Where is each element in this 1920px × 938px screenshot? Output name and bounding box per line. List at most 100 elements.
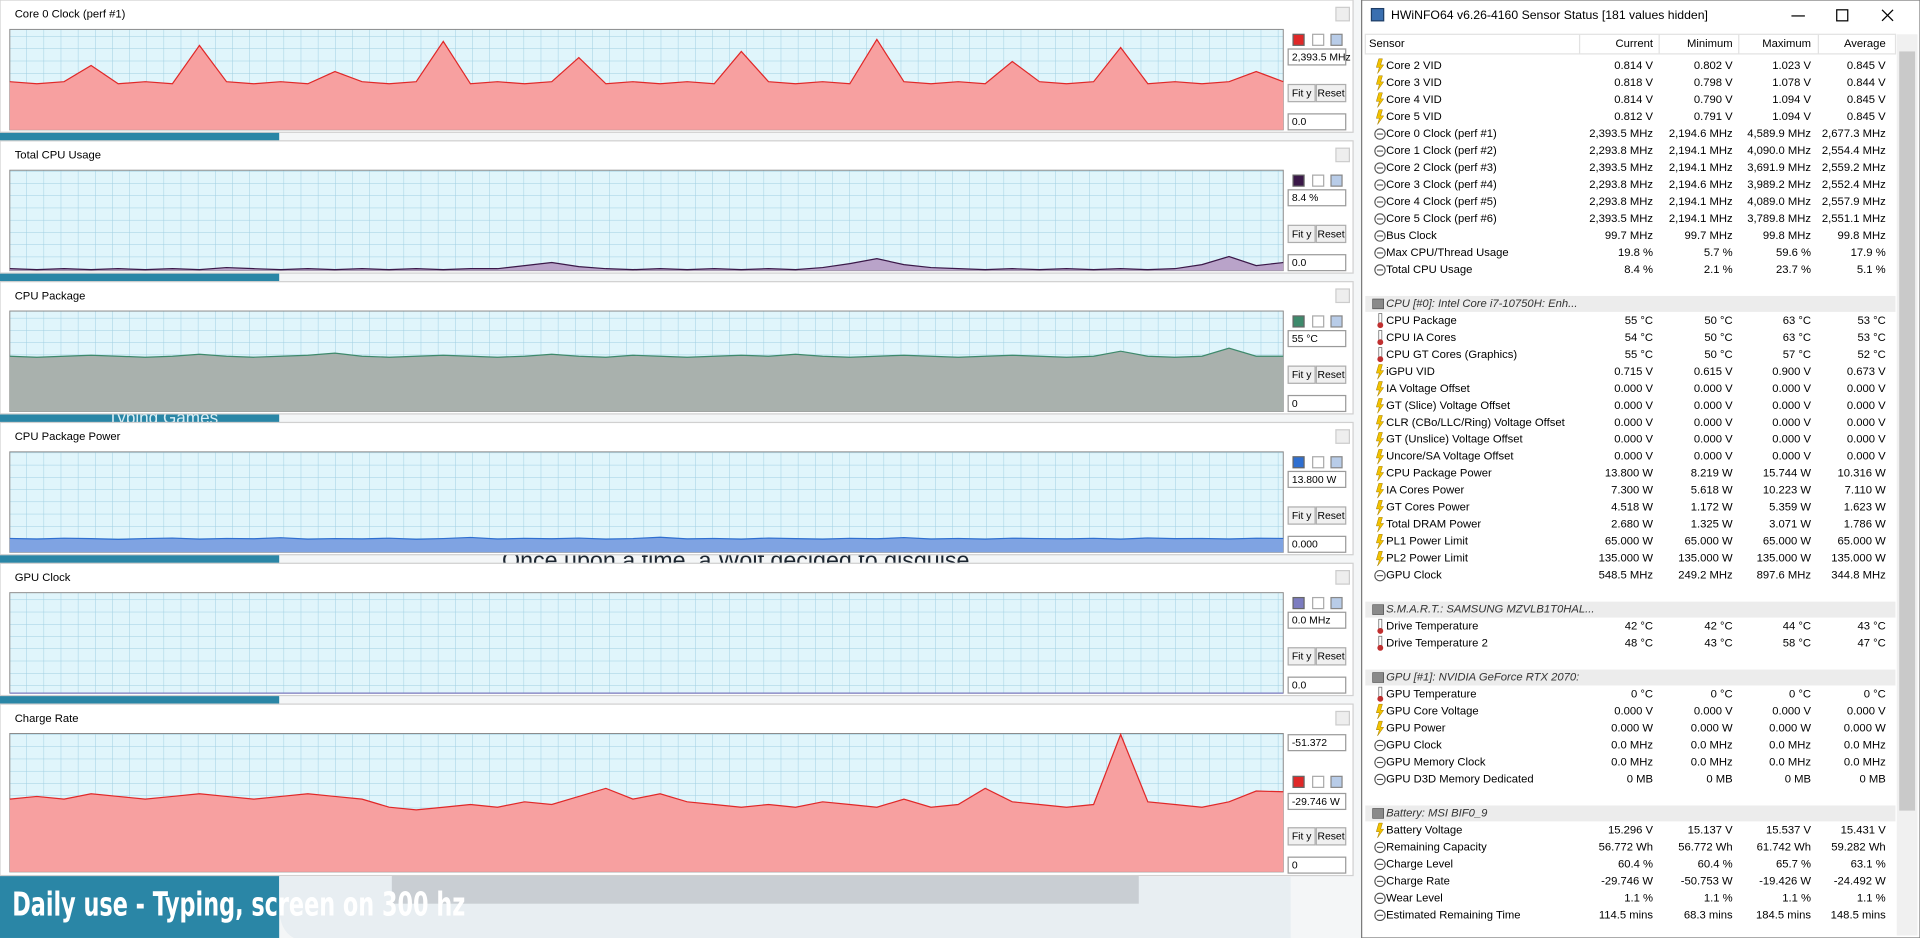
graph-button[interactable] (1315, 83, 1347, 103)
sensor-name[interactable]: CPU Package (1386, 315, 1457, 327)
series-color[interactable] (1292, 596, 1305, 610)
column-header-label[interactable]: Current (1616, 38, 1654, 50)
sensor-name[interactable]: CPU Package Power (1386, 468, 1492, 480)
graph-button[interactable] (1315, 224, 1347, 244)
color-option[interactable] (1312, 596, 1325, 610)
graph-button-label[interactable]: Reset (1317, 511, 1344, 522)
color-option[interactable] (1330, 174, 1343, 187)
column-header-label[interactable]: Sensor (1369, 38, 1405, 50)
close-button[interactable] (1335, 570, 1350, 585)
graph-button[interactable] (1287, 506, 1316, 525)
color-option[interactable] (1312, 174, 1325, 187)
close-button[interactable] (1335, 6, 1350, 22)
graph-button[interactable] (1315, 365, 1347, 384)
graph-button-label[interactable]: Fit y (1292, 88, 1312, 99)
sensor-name[interactable]: Core 2 VID (1386, 60, 1442, 72)
graph-button[interactable] (1287, 83, 1316, 103)
sensor-name[interactable]: Drive Temperature (1386, 621, 1478, 633)
series-color[interactable] (1292, 315, 1305, 328)
color-option[interactable] (1330, 596, 1343, 610)
graph-button-label[interactable]: Reset (1317, 229, 1344, 240)
graph-button-label[interactable]: Fit y (1292, 229, 1312, 240)
section-title[interactable]: CPU [#0]: Intel Core i7-10750H: Enh... (1386, 298, 1577, 310)
series-color[interactable] (1292, 456, 1305, 469)
sensor-name[interactable]: GT Cores Power (1386, 502, 1470, 514)
sensor-name[interactable]: Core 3 VID (1386, 77, 1442, 89)
sensor-name[interactable]: CLR (CBo/LLC/Ring) Voltage Offset (1386, 417, 1566, 429)
color-option[interactable] (1312, 315, 1325, 328)
graph-button-label[interactable]: Reset (1317, 88, 1344, 99)
graph-button-label[interactable]: Fit y (1292, 511, 1312, 522)
graph-button-label[interactable]: Reset (1317, 652, 1344, 663)
color-option[interactable] (1312, 775, 1325, 788)
sensor-name[interactable]: Core 3 Clock (perf #4) (1386, 179, 1497, 191)
close-button[interactable] (1335, 429, 1350, 444)
graph-button[interactable] (1287, 224, 1316, 244)
color-option[interactable] (1330, 315, 1343, 328)
graph-button[interactable] (1315, 506, 1347, 525)
close-button[interactable] (1335, 147, 1350, 163)
sensor-name[interactable]: Wear Level (1386, 892, 1443, 904)
sensor-name[interactable]: Bus Clock (1386, 230, 1437, 242)
graph-button-label[interactable]: Fit y (1292, 832, 1312, 843)
sensor-name[interactable]: PL1 Power Limit (1386, 536, 1469, 548)
column-header-label[interactable]: Average (1844, 38, 1886, 50)
sensor-name[interactable]: Core 0 Clock (perf #1) (1386, 128, 1497, 140)
sensor-name[interactable]: Core 4 Clock (perf #5) (1386, 196, 1497, 208)
sensor-name[interactable]: iGPU VID (1386, 366, 1435, 378)
sensor-name[interactable]: Total DRAM Power (1386, 519, 1481, 531)
graph-button-label[interactable]: Reset (1317, 832, 1344, 843)
sensor-name[interactable]: Core 1 Clock (perf #2) (1386, 145, 1497, 157)
graph-button-label[interactable]: Fit y (1292, 652, 1312, 663)
sensor-name[interactable]: Core 5 Clock (perf #6) (1386, 213, 1497, 225)
sensor-name[interactable]: Estimated Remaining Time (1386, 909, 1520, 921)
sensor-name[interactable]: GPU Core Voltage (1386, 705, 1479, 717)
column-header-label[interactable]: Minimum (1687, 38, 1733, 50)
sensor-name[interactable]: Max CPU/Thread Usage (1386, 247, 1509, 259)
sensor-name[interactable]: GPU Clock (1386, 739, 1442, 751)
color-option[interactable] (1330, 775, 1343, 788)
maximize-button[interactable] (1836, 9, 1849, 22)
graph-button[interactable] (1315, 647, 1347, 666)
graph-button[interactable] (1287, 365, 1316, 384)
sensor-name[interactable]: Core 5 VID (1386, 111, 1442, 123)
graph-button[interactable] (1315, 827, 1347, 846)
color-option[interactable] (1312, 456, 1325, 469)
sensor-name[interactable]: Charge Rate (1386, 875, 1450, 887)
sensor-name[interactable]: Core 2 Clock (perf #3) (1386, 162, 1497, 174)
column-header-label[interactable]: Maximum (1762, 38, 1811, 50)
sensor-name[interactable]: CPU IA Cores (1386, 332, 1456, 344)
sensor-name[interactable]: CPU GT Cores (Graphics) (1386, 349, 1517, 361)
sensor-name[interactable]: Core 4 VID (1386, 94, 1442, 106)
sensor-name[interactable]: Remaining Capacity (1386, 841, 1487, 853)
scrollbar-thumb[interactable] (1899, 51, 1916, 811)
graph-button[interactable] (1287, 647, 1316, 666)
sensor-name[interactable]: Drive Temperature 2 (1386, 638, 1488, 650)
graph-button-label[interactable]: Fit y (1292, 370, 1312, 381)
sensor-name[interactable]: Total CPU Usage (1386, 264, 1472, 276)
sensor-name[interactable]: GPU Power (1386, 722, 1446, 734)
section-title[interactable]: Battery: MSI BIF0_9 (1386, 807, 1488, 819)
sensor-name[interactable]: GPU Clock (1386, 570, 1442, 582)
graph-button[interactable] (1287, 827, 1316, 846)
series-color[interactable] (1292, 174, 1305, 187)
sensor-name[interactable]: GT (Slice) Voltage Offset (1386, 400, 1511, 412)
sensor-name[interactable]: IA Cores Power (1386, 485, 1464, 497)
graph-button-label[interactable]: Reset (1317, 370, 1344, 381)
sensor-name[interactable]: GPU Memory Clock (1386, 756, 1486, 768)
sensor-name[interactable]: IA Voltage Offset (1386, 383, 1470, 395)
sensor-name[interactable]: Uncore/SA Voltage Offset (1386, 451, 1514, 463)
sensor-name[interactable]: PL2 Power Limit (1386, 553, 1469, 565)
sensor-name[interactable]: GPU D3D Memory Dedicated (1386, 773, 1534, 785)
series-color[interactable] (1292, 33, 1305, 46)
section-title[interactable]: S.M.A.R.T.: SAMSUNG MZVLB1T0HAL... (1386, 604, 1594, 616)
sensor-name[interactable]: Charge Level (1386, 858, 1453, 870)
section-title[interactable]: GPU [#1]: NVIDIA GeForce RTX 2070: (1386, 672, 1579, 684)
color-option[interactable] (1330, 33, 1343, 46)
close-button[interactable] (1881, 9, 1894, 22)
series-color[interactable] (1292, 775, 1305, 788)
close-button[interactable] (1335, 710, 1350, 726)
sensor-name[interactable]: GT (Unslice) Voltage Offset (1386, 434, 1523, 446)
sensor-name[interactable]: GPU Temperature (1386, 689, 1476, 701)
close-button[interactable] (1335, 288, 1350, 304)
